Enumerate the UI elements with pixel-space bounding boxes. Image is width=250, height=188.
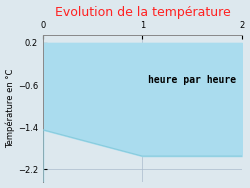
Text: heure par heure: heure par heure bbox=[148, 75, 236, 85]
Title: Evolution de la température: Evolution de la température bbox=[54, 6, 230, 19]
Y-axis label: Température en °C: Température en °C bbox=[6, 69, 15, 148]
